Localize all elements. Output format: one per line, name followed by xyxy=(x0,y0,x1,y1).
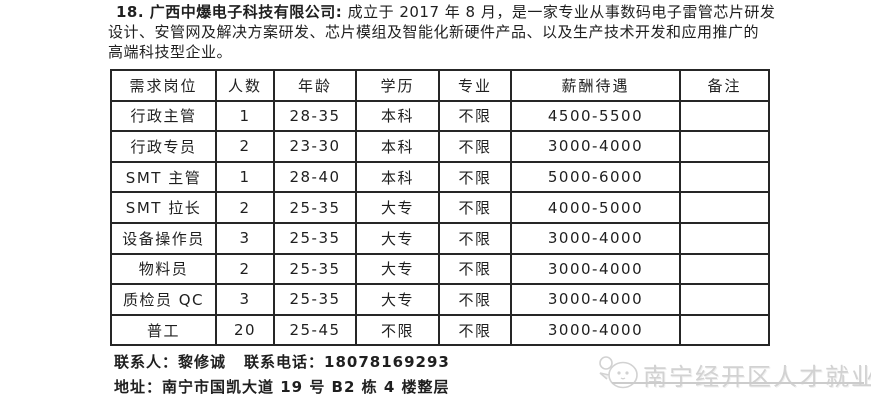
table-cell: 物料员 xyxy=(110,252,217,286)
contact-address-label: 地址： xyxy=(114,378,163,396)
chick-mascot-icon xyxy=(596,354,640,394)
table-cell: 1 xyxy=(215,99,275,133)
table-cell: 本科 xyxy=(355,99,440,133)
table-cell xyxy=(679,130,770,163)
table-row: 行政专员 2 23-30 本科 不限 3000-4000 xyxy=(110,130,770,163)
contact-phone-number: 18078169293 xyxy=(324,353,450,371)
table-cell: 大专 xyxy=(355,283,440,316)
table-cell: 4500-5500 xyxy=(510,99,681,133)
table-cell: 普工 xyxy=(110,313,217,347)
table-cell: 3000-4000 xyxy=(510,252,681,286)
table-cell: 大专 xyxy=(355,191,440,224)
table-cell: 不限 xyxy=(438,283,512,316)
table-cell: 3000-4000 xyxy=(510,283,681,316)
column-header: 需求岗位 xyxy=(110,69,217,102)
table-cell: 不限 xyxy=(355,313,440,347)
table-cell xyxy=(679,313,770,347)
table-cell: 不限 xyxy=(438,160,512,194)
table-cell xyxy=(679,252,770,286)
table-cell xyxy=(679,191,770,224)
contact-person-name: 黎修诚 xyxy=(178,353,227,371)
table-cell: 28-40 xyxy=(273,160,357,194)
contact-block: 联系人：黎修诚 联系电话：18078169293 地址：南宁市国凯大道 19 号 … xyxy=(114,350,450,400)
table-cell: 3 xyxy=(215,221,275,255)
table-cell xyxy=(679,283,770,316)
contact-address: 南宁市国凯大道 19 号 B2 栋 4 楼整层 xyxy=(162,378,450,396)
table-row: 行政主管 1 28-35 本科 不限 4500-5500 xyxy=(110,99,770,133)
company-intro-paragraph: 18. 广西中爆电子科技有限公司: 成立于 2017 年 8 月，是一家专业从事… xyxy=(108,2,798,62)
table-cell: 25-35 xyxy=(273,283,357,316)
table-cell: 本科 xyxy=(355,160,440,194)
table-cell: 本科 xyxy=(355,130,440,163)
header-row: 需求岗位 人数 年龄 学历 专业 薪酬待遇 备注 xyxy=(110,69,770,102)
watermark: 南宁经开区人才就业 xyxy=(596,354,871,394)
column-header: 年龄 xyxy=(273,69,357,102)
table-cell: SMT 拉长 xyxy=(110,191,217,224)
intro-line-3: 高端科技型企业。 xyxy=(108,43,233,61)
table-cell: 2 xyxy=(215,130,275,163)
table-cell: SMT 主管 xyxy=(110,160,217,194)
contact-phone-label: 联系电话： xyxy=(244,353,325,371)
table-cell: 大专 xyxy=(355,252,440,286)
table-cell: 5000-6000 xyxy=(510,160,681,194)
table-cell: 行政主管 xyxy=(110,99,217,133)
table-row: SMT 主管 1 28-40 本科 不限 5000-6000 xyxy=(110,160,770,194)
contact-line-address: 地址：南宁市国凯大道 19 号 B2 栋 4 楼整层 xyxy=(114,375,450,400)
table-row: 设备操作员 3 25-35 大专 不限 3000-4000 xyxy=(110,221,770,255)
table-cell: 3 xyxy=(215,283,275,316)
company-description-line1: 成立于 2017 年 8 月，是一家专业从事数码电子雷管芯片研发 xyxy=(342,3,776,21)
table-cell: 大专 xyxy=(355,221,440,255)
table-cell: 行政专员 xyxy=(110,130,217,163)
table-cell: 质检员 QC xyxy=(110,283,217,316)
column-header: 备注 xyxy=(679,69,770,102)
table-cell: 28-35 xyxy=(273,99,357,133)
job-positions-table: 需求岗位 人数 年龄 学历 专业 薪酬待遇 备注 行政主管 1 28-35 本科 不限 4500-55… xyxy=(110,69,770,347)
table-cell: 3000-4000 xyxy=(510,313,681,347)
contact-person-label: 联系人： xyxy=(114,353,179,371)
table-cell: 2 xyxy=(215,252,275,286)
table-cell: 20 xyxy=(215,313,275,347)
table-cell: 1 xyxy=(215,160,275,194)
table-cell: 25-35 xyxy=(273,221,357,255)
table-row: 普工 20 25-45 不限 不限 3000-4000 xyxy=(110,313,770,347)
table-cell: 2 xyxy=(215,191,275,224)
table-cell: 25-35 xyxy=(273,191,357,224)
table-row: 质检员 QC 3 25-35 大专 不限 3000-4000 xyxy=(110,283,770,316)
job-table-body: 行政主管 1 28-35 本科 不限 4500-5500 行政专员 2 23-30 本科 不限 300… xyxy=(110,99,770,347)
table-cell: 25-45 xyxy=(273,313,357,347)
intro-line-1: 18. 广西中爆电子科技有限公司: 成立于 2017 年 8 月，是一家专业从事… xyxy=(108,2,798,22)
table-cell: 3000-4000 xyxy=(510,221,681,255)
table-cell xyxy=(679,221,770,255)
table-cell: 不限 xyxy=(438,313,512,347)
table-cell: 不限 xyxy=(438,252,512,286)
table-cell: 4000-5000 xyxy=(510,191,681,224)
table-row: SMT 拉长 2 25-35 大专 不限 4000-5000 xyxy=(110,191,770,224)
table-cell: 不限 xyxy=(438,191,512,224)
column-header: 人数 xyxy=(215,69,275,102)
column-header: 学历 xyxy=(355,69,440,102)
table-cell xyxy=(679,160,770,194)
table-cell: 25-35 xyxy=(273,252,357,286)
table-row: 物料员 2 25-35 大专 不限 3000-4000 xyxy=(110,252,770,286)
table-cell xyxy=(679,99,770,133)
column-header: 薪酬待遇 xyxy=(510,69,681,102)
table-cell: 3000-4000 xyxy=(510,130,681,163)
watermark-underline xyxy=(612,382,864,384)
table-cell: 23-30 xyxy=(273,130,357,163)
intro-line-2: 设计、安管网及解决方案研发、芯片模组及智能化新硬件产品、以及生产技术开发和应用推… xyxy=(108,23,760,41)
column-header: 专业 xyxy=(438,69,512,102)
company-number-and-name: 18. 广西中爆电子科技有限公司: xyxy=(116,3,343,21)
contact-line-person-phone: 联系人：黎修诚 联系电话：18078169293 xyxy=(114,350,450,375)
table-cell: 不限 xyxy=(438,99,512,133)
table-cell: 设备操作员 xyxy=(110,221,217,255)
watermark-text: 南宁经开区人才就业 xyxy=(643,362,871,391)
table-cell: 不限 xyxy=(438,221,512,255)
table-cell: 不限 xyxy=(438,130,512,163)
